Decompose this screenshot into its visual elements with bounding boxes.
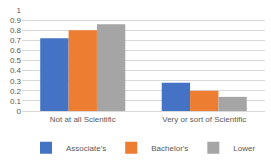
svg-text:Not at all Scientific: Not at all Scientific <box>50 115 116 124</box>
svg-text:0.5: 0.5 <box>10 56 22 65</box>
svg-text:Very or sort of Scientific: Very or sort of Scientific <box>162 115 246 124</box>
svg-text:0: 0 <box>17 107 22 116</box>
svg-text:0.7: 0.7 <box>10 36 22 45</box>
svg-text:0.2: 0.2 <box>10 87 22 96</box>
svg-text:Lower: Lower <box>233 144 255 153</box>
svg-text:1: 1 <box>17 6 22 15</box>
svg-text:0.3: 0.3 <box>10 77 22 86</box>
svg-text:0.6: 0.6 <box>10 46 22 55</box>
svg-text:0.4: 0.4 <box>10 66 22 75</box>
svg-text:Bachelor's: Bachelor's <box>151 144 188 153</box>
svg-text:Associate's: Associate's <box>66 144 106 153</box>
svg-text:0.8: 0.8 <box>10 26 22 35</box>
svg-text:0.1: 0.1 <box>10 97 22 106</box>
svg-text:0.9: 0.9 <box>10 16 22 25</box>
